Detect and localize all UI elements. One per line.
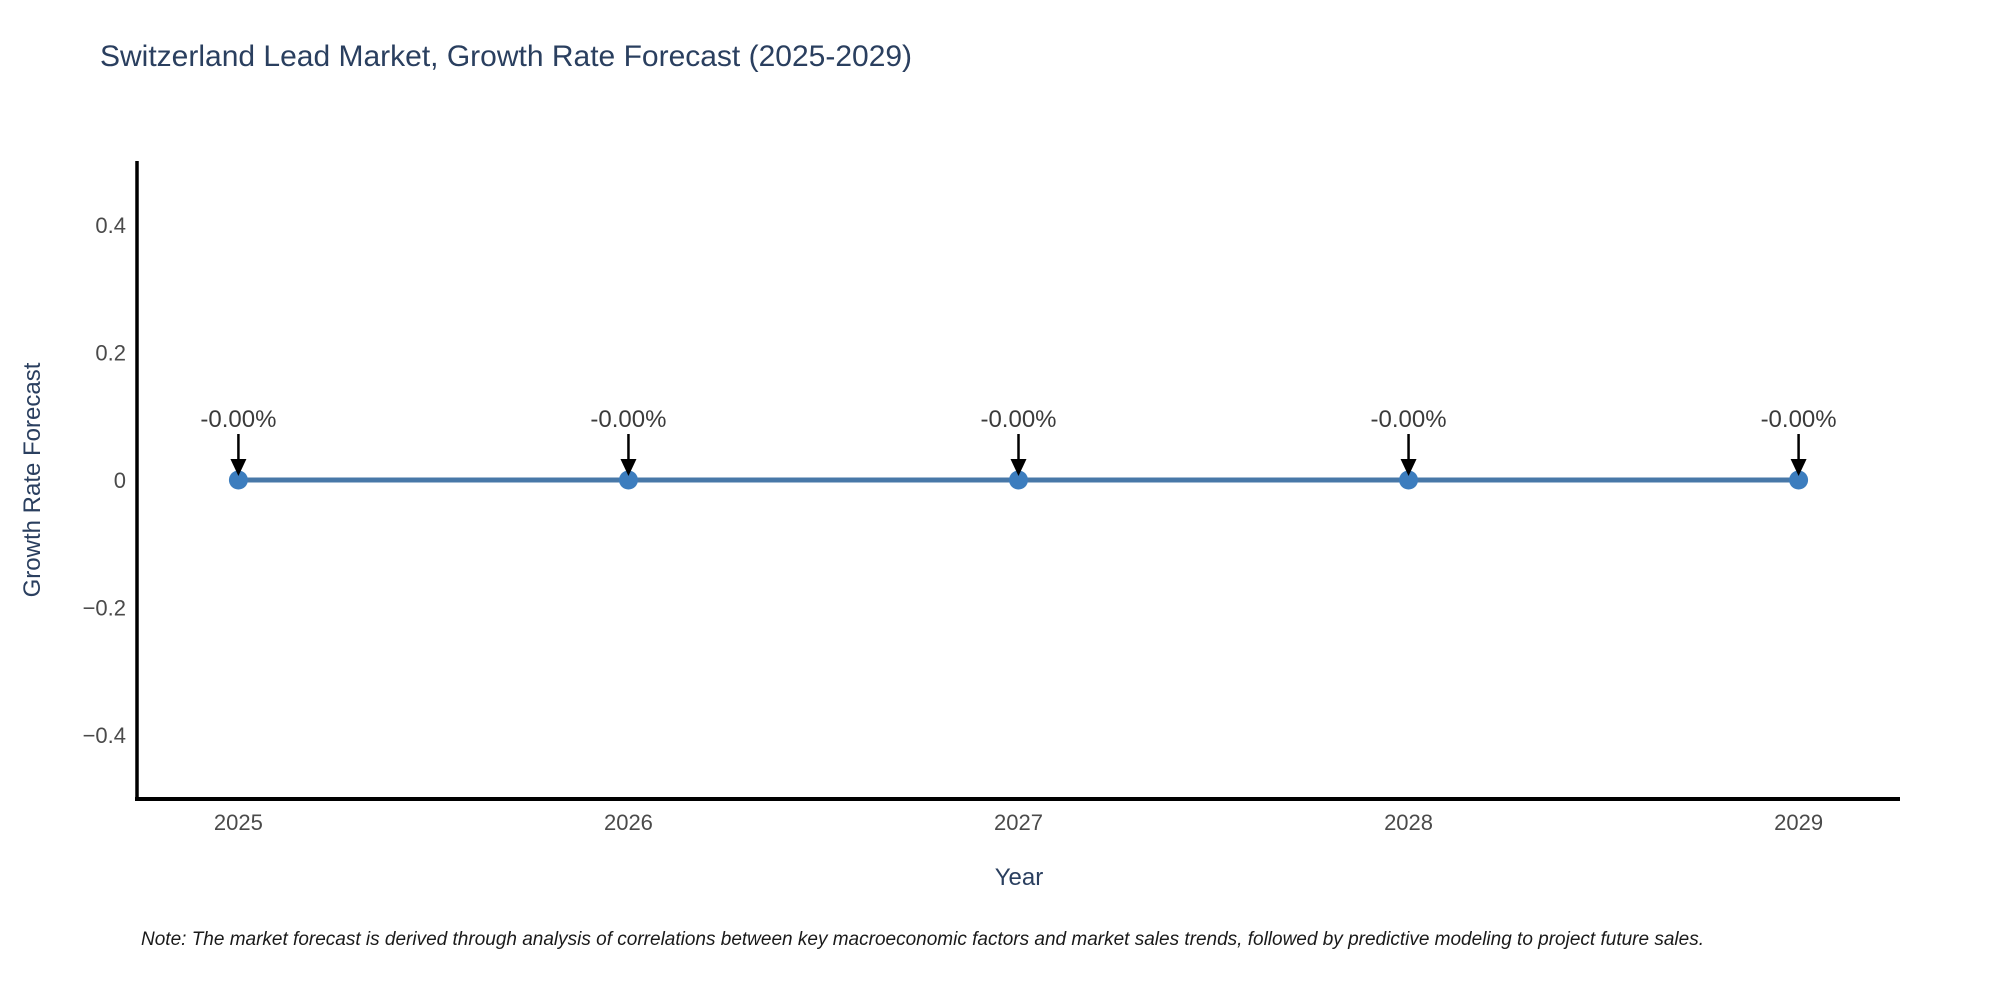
data-point-marker <box>1009 470 1028 490</box>
annotation-arrow-head <box>1010 459 1027 476</box>
y-tick-label: −0.4 <box>83 723 126 748</box>
y-tick-label: −0.2 <box>83 596 126 621</box>
y-tick-label: 0.4 <box>95 213 126 238</box>
annotation-arrow-head <box>230 459 247 476</box>
data-point-marker <box>1789 470 1809 490</box>
x-tick-label: 2027 <box>994 810 1043 835</box>
data-point-marker <box>618 470 638 490</box>
data-point-marker <box>228 470 248 490</box>
annotation-arrow-head <box>1790 459 1807 476</box>
x-tick-label: 2029 <box>1774 810 1823 835</box>
x-tick-label: 2025 <box>214 810 263 835</box>
data-point-label: -0.00% <box>980 406 1056 433</box>
y-tick-label: 0 <box>114 468 126 493</box>
annotation-arrow-head <box>620 459 637 476</box>
data-point-marker <box>1399 470 1419 490</box>
data-point-label: -0.00% <box>1371 406 1447 433</box>
annotation-arrow-head <box>1400 459 1417 476</box>
y-tick-label: 0.2 <box>95 340 126 365</box>
x-axis-title: Year <box>994 864 1044 891</box>
x-tick-label: 2028 <box>1384 810 1433 835</box>
footnote: Note: The market forecast is derived thr… <box>141 929 1704 950</box>
data-point-label: -0.00% <box>1761 406 1837 433</box>
x-tick-label: 2026 <box>604 810 653 835</box>
data-point-label: -0.00% <box>200 406 276 433</box>
data-point-label: -0.00% <box>590 406 666 433</box>
chart-title: Switzerland Lead Market, Growth Rate For… <box>100 40 913 73</box>
